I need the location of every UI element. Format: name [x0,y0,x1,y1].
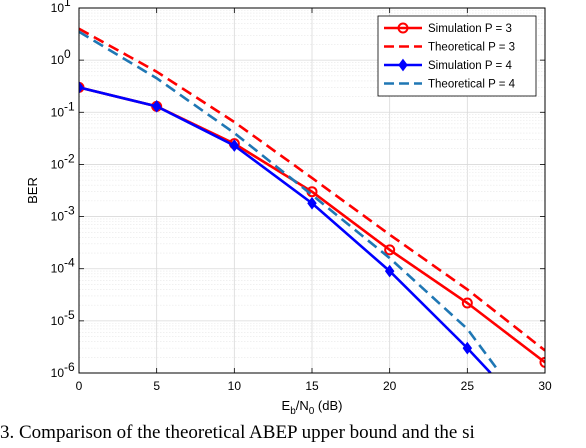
legend-marker [397,22,409,34]
y-tick-exponent: -6 [64,360,75,374]
legend-label: Theoretical P = 4 [428,79,516,91]
x-tick-label: 5 [153,379,160,393]
y-tick-label: 10 [51,210,65,224]
legend-label: Theoretical P = 3 [428,42,515,54]
series-line [79,27,545,352]
series-layer [79,27,545,373]
x-tick-label: 25 [461,379,475,393]
y-tick-exponent: -5 [64,308,75,322]
series-line [79,30,500,372]
series-theoretical-p-4 [79,30,500,372]
data-point [462,341,473,355]
x-tick-label: 30 [538,379,552,393]
legend-item: Theoretical P = 4 [384,79,516,91]
y-tick-exponent: -2 [64,151,75,165]
data-point [384,244,396,256]
y-tick-exponent: -4 [64,256,75,270]
legend-label: Simulation P = 3 [428,23,512,35]
y-tick-label: 10 [51,53,65,67]
y-axis-label: BER [25,177,40,204]
legend-label: Simulation P = 4 [428,60,512,72]
y-tick-label: 10 [51,157,65,171]
y-tick-exponent: 0 [64,47,71,61]
data-point [307,196,317,210]
legend-item: Simulation P = 3 [384,22,512,35]
y-tick-label: 10 [51,105,65,119]
legend-item: Theoretical P = 3 [384,42,515,54]
y-tick-label: 10 [51,1,65,15]
x-tick-label: 10 [228,379,242,393]
series-theoretical-p-3 [79,27,545,352]
legend-item: Simulation P = 4 [384,58,512,72]
y-tick-exponent: -1 [64,99,75,113]
data-point [384,264,395,278]
y-tick-label: 10 [51,366,65,380]
data-point [539,356,545,368]
data-point [461,297,473,309]
x-tick-label: 20 [383,379,397,393]
legend-marker [398,58,408,72]
data-point [79,81,84,94]
data-point [151,100,162,113]
y-tick-exponent: 1 [64,0,71,9]
figure-caption: 3. Comparison of the theoretical ABEP up… [0,422,475,443]
y-tick-label: 10 [51,314,65,328]
y-tick-label: 10 [51,262,65,276]
series-line [79,86,492,373]
y-tick-exponent: -3 [64,204,75,218]
data-point [229,139,240,152]
x-tick-label: 15 [305,379,319,393]
x-tick-label: 0 [76,379,83,393]
legend: Simulation P = 3 Theoretical P = 3 Simulat… [377,15,537,97]
x-axis-label: Eb/N0 (dB) [282,398,343,417]
series-simulation-p-4 [79,81,492,373]
